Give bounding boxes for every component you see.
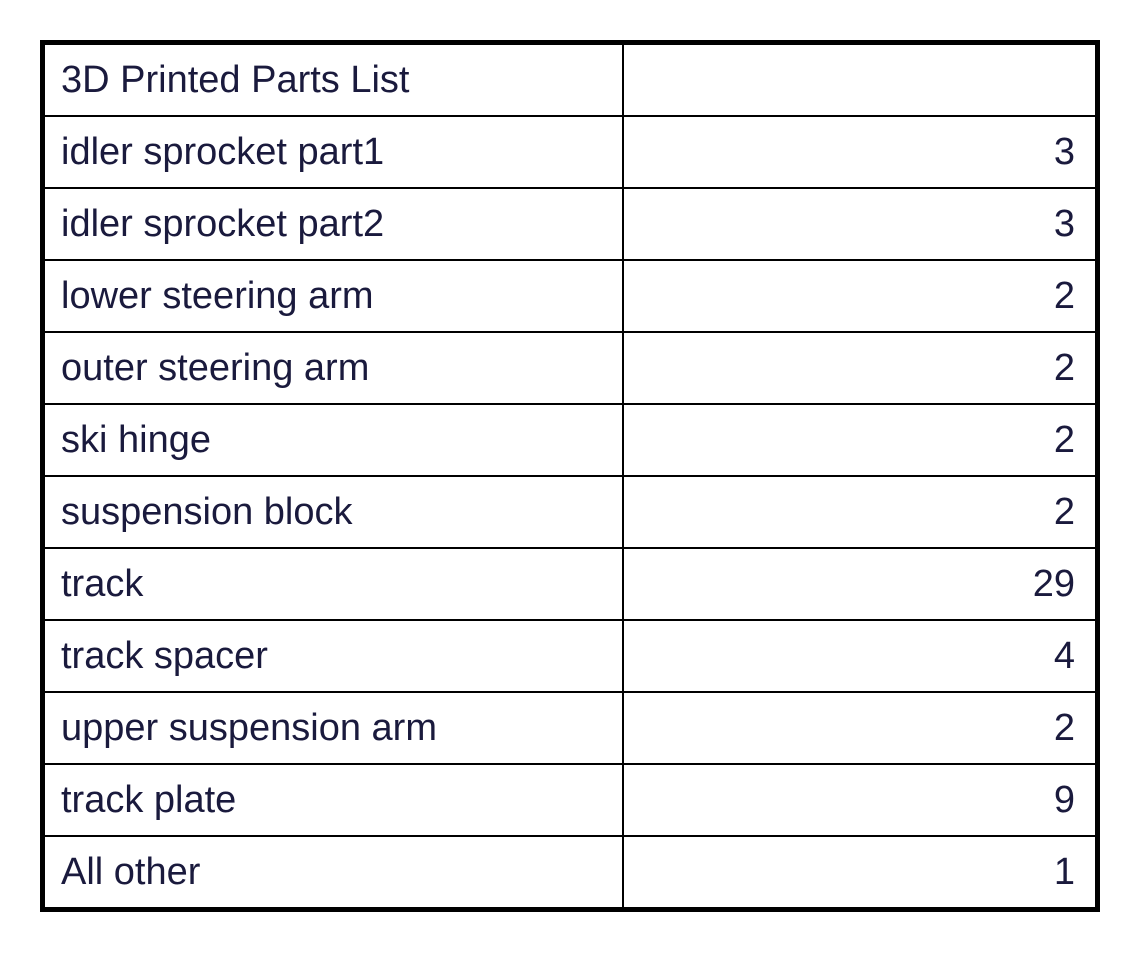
part-qty-cell: 2 xyxy=(623,332,1096,404)
part-qty-cell: 4 xyxy=(623,620,1096,692)
part-name-cell: suspension block xyxy=(44,476,623,548)
table-row: track 29 xyxy=(44,548,1096,620)
part-name-cell: All other xyxy=(44,836,623,908)
parts-table-container: 3D Printed Parts List idler sprocket par… xyxy=(40,40,1100,912)
part-name-cell: ski hinge xyxy=(44,404,623,476)
part-qty-cell: 3 xyxy=(623,116,1096,188)
parts-table: 3D Printed Parts List idler sprocket par… xyxy=(43,43,1097,909)
table-row: track spacer 4 xyxy=(44,620,1096,692)
table-row: idler sprocket part1 3 xyxy=(44,116,1096,188)
part-name-cell: track xyxy=(44,548,623,620)
table-row: All other 1 xyxy=(44,836,1096,908)
part-qty-cell: 2 xyxy=(623,476,1096,548)
part-name-cell: idler sprocket part2 xyxy=(44,188,623,260)
part-qty-cell: 1 xyxy=(623,836,1096,908)
part-name-cell: outer steering arm xyxy=(44,332,623,404)
part-qty-cell: 2 xyxy=(623,404,1096,476)
table-row: ski hinge 2 xyxy=(44,404,1096,476)
part-qty-cell: 2 xyxy=(623,260,1096,332)
table-row: outer steering arm 2 xyxy=(44,332,1096,404)
part-name-cell: idler sprocket part1 xyxy=(44,116,623,188)
table-row: lower steering arm 2 xyxy=(44,260,1096,332)
part-name-cell: lower steering arm xyxy=(44,260,623,332)
table-row: suspension block 2 xyxy=(44,476,1096,548)
parts-table-body: 3D Printed Parts List idler sprocket par… xyxy=(44,44,1096,908)
table-row: idler sprocket part2 3 xyxy=(44,188,1096,260)
table-title-cell: 3D Printed Parts List xyxy=(44,44,623,116)
part-qty-cell: 9 xyxy=(623,764,1096,836)
part-qty-cell: 2 xyxy=(623,692,1096,764)
part-name-cell: upper suspension arm xyxy=(44,692,623,764)
part-name-cell: track spacer xyxy=(44,620,623,692)
table-row: track plate 9 xyxy=(44,764,1096,836)
table-row: upper suspension arm 2 xyxy=(44,692,1096,764)
table-header-qty-cell xyxy=(623,44,1096,116)
part-qty-cell: 29 xyxy=(623,548,1096,620)
part-name-cell: track plate xyxy=(44,764,623,836)
part-qty-cell: 3 xyxy=(623,188,1096,260)
table-header-row: 3D Printed Parts List xyxy=(44,44,1096,116)
